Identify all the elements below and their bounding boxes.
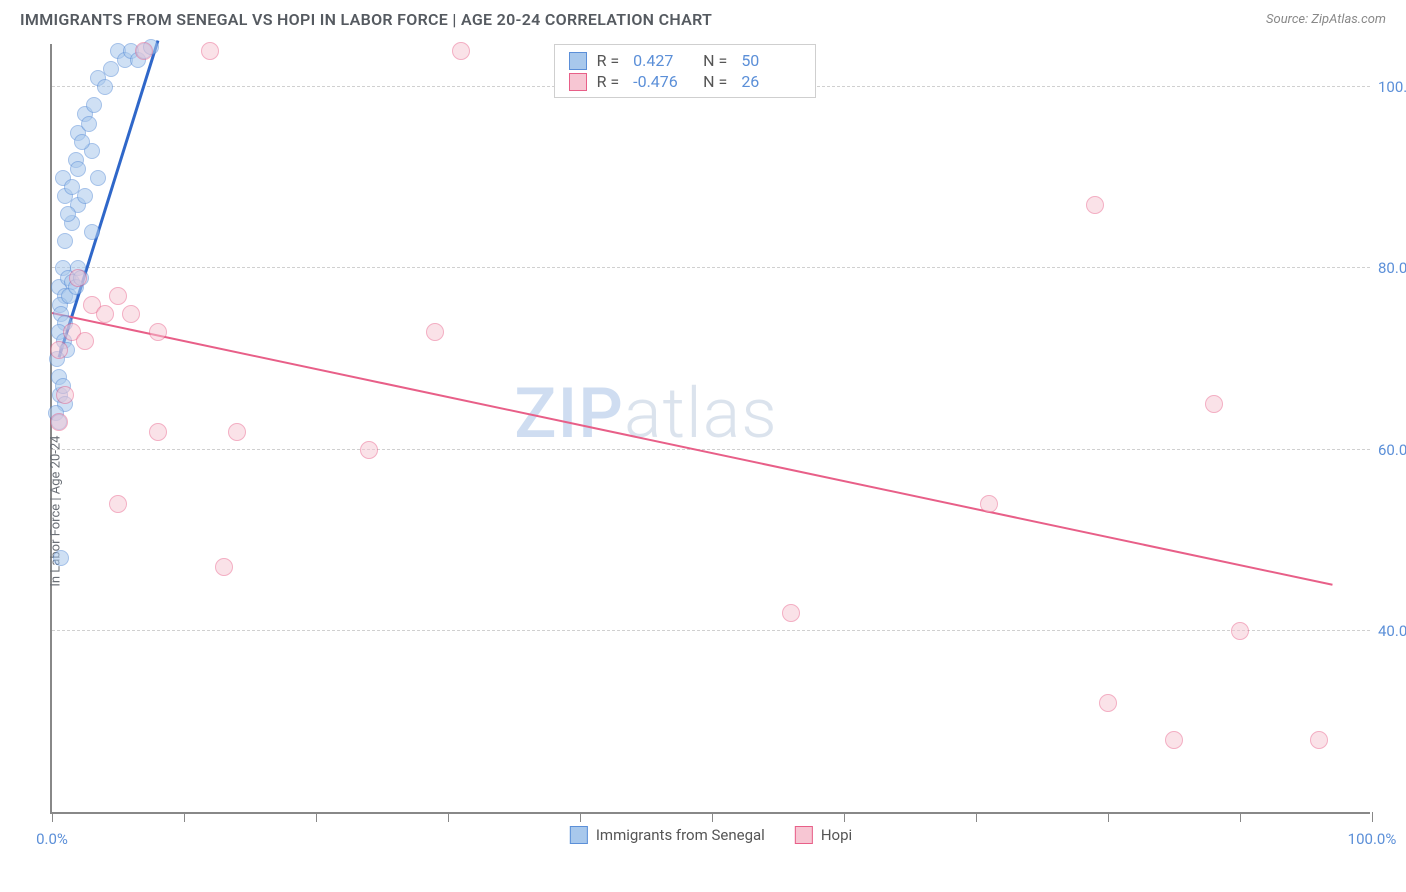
data-point (426, 323, 444, 341)
x-tick-label-left: 0.0% (36, 830, 68, 848)
x-tick (976, 812, 977, 822)
chart-source: Source: ZipAtlas.com (1266, 12, 1386, 27)
legend-row: R = -0.476 N = 26 (569, 72, 802, 91)
data-point (149, 323, 167, 341)
legend-swatch (569, 73, 587, 91)
watermark: ZIPatlas (514, 373, 778, 455)
data-point (215, 558, 233, 576)
gridline (52, 267, 1370, 268)
data-point (109, 287, 127, 305)
x-tick (580, 812, 581, 822)
y-tick-label: 60.0% (1378, 441, 1406, 459)
data-point (1231, 622, 1249, 640)
legend-label: Hopi (821, 826, 852, 844)
legend-swatch (569, 52, 587, 70)
x-tick (844, 812, 845, 822)
legend-r-value: 0.427 (633, 51, 693, 70)
data-point (86, 97, 102, 113)
x-tick (1240, 812, 1241, 822)
data-point (50, 413, 68, 431)
data-point (69, 269, 87, 287)
correlation-legend: R = 0.427 N = 50 R = -0.476 N = 26 (554, 44, 817, 98)
data-point (1165, 731, 1183, 749)
data-point (1310, 731, 1328, 749)
y-tick-label: 80.0% (1378, 259, 1406, 277)
legend-label: Immigrants from Senegal (596, 826, 765, 844)
legend-n-label: N = (703, 72, 731, 91)
data-point (56, 386, 74, 404)
data-point (84, 224, 100, 240)
data-point (70, 161, 86, 177)
legend-r-value: -0.476 (633, 72, 693, 91)
data-point (81, 116, 97, 132)
chart-header: IMMIGRANTS FROM SENEGAL VS HOPI IN LABOR… (0, 0, 1406, 37)
y-tick-label: 40.0% (1378, 622, 1406, 640)
data-point (76, 332, 94, 350)
data-point (50, 341, 68, 359)
data-point (201, 42, 219, 60)
legend-r-label: R = (597, 51, 624, 70)
x-tick (448, 812, 449, 822)
gridline (52, 449, 1370, 450)
data-point (360, 441, 378, 459)
legend-r-label: R = (597, 72, 624, 91)
legend-n-value: 26 (741, 72, 801, 91)
legend-swatch (570, 826, 588, 844)
legend-swatch (795, 826, 813, 844)
x-tick (52, 812, 53, 822)
gridline (52, 630, 1370, 631)
y-tick-label: 100.0% (1378, 78, 1406, 96)
x-tick (184, 812, 185, 822)
legend-item: Immigrants from Senegal (570, 826, 765, 844)
data-point (1086, 196, 1104, 214)
x-tick-label-right: 100.0% (1348, 830, 1397, 848)
data-point (135, 42, 153, 60)
data-point (980, 495, 998, 513)
data-point (60, 206, 76, 222)
data-point (97, 79, 113, 95)
data-point (57, 233, 73, 249)
x-tick (712, 812, 713, 822)
data-point (74, 134, 90, 150)
data-point (228, 423, 246, 441)
legend-row: R = 0.427 N = 50 (569, 51, 802, 70)
data-point (109, 495, 127, 513)
series-legend: Immigrants from Senegal Hopi (570, 826, 852, 844)
data-point (53, 550, 69, 566)
chart-title: IMMIGRANTS FROM SENEGAL VS HOPI IN LABOR… (20, 10, 712, 29)
data-point (452, 42, 470, 60)
data-point (96, 305, 114, 323)
legend-n-value: 50 (741, 51, 801, 70)
data-point (122, 305, 140, 323)
data-point (782, 604, 800, 622)
legend-n-label: N = (703, 51, 731, 70)
data-point (1205, 395, 1223, 413)
data-point (64, 179, 80, 195)
data-point (149, 423, 167, 441)
data-point (90, 170, 106, 186)
legend-item: Hopi (795, 826, 852, 844)
x-tick (1108, 812, 1109, 822)
x-tick (1372, 812, 1373, 822)
scatter-chart: In Labor Force | Age 20-24 40.0%60.0%80.… (50, 44, 1370, 814)
x-tick (316, 812, 317, 822)
data-point (1099, 694, 1117, 712)
data-point (77, 188, 93, 204)
